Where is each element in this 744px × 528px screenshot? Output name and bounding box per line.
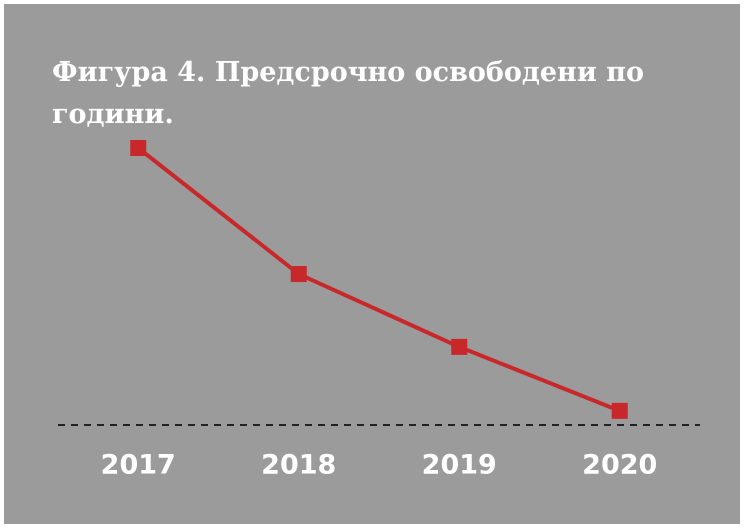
x-tick-label: 2017 bbox=[101, 450, 176, 481]
x-tick-label: 2020 bbox=[582, 450, 657, 481]
x-tick-label: 2019 bbox=[422, 450, 497, 481]
line bbox=[137, 146, 621, 413]
chart-panel bbox=[4, 4, 740, 524]
marker bbox=[130, 140, 147, 156]
marker bbox=[290, 266, 307, 283]
x-tick-label: 2018 bbox=[261, 450, 336, 481]
marker bbox=[451, 338, 468, 355]
marker bbox=[611, 402, 628, 419]
chart-title: Фигура 4. Предсрочно освободени по годин… bbox=[52, 57, 645, 130]
